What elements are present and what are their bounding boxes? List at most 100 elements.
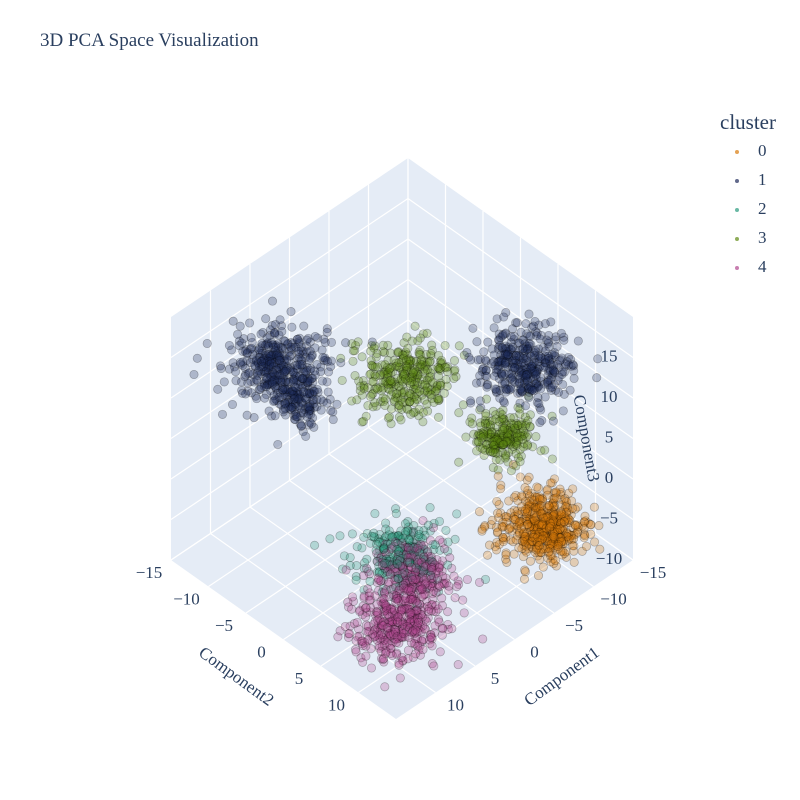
data-point-cluster-3 — [400, 374, 411, 384]
data-point-cluster-1 — [302, 412, 312, 422]
data-point-cluster-4 — [437, 601, 447, 611]
data-point-cluster-1 — [280, 403, 290, 414]
data-point-cluster-4 — [385, 569, 396, 579]
data-point-cluster-3 — [513, 420, 523, 431]
data-point-cluster-3 — [485, 429, 495, 439]
data-point-cluster-1 — [252, 394, 262, 404]
data-point-cluster-4 — [373, 573, 383, 583]
data-point-cluster-3 — [398, 376, 408, 387]
data-point-cluster-3 — [503, 425, 513, 435]
data-point-cluster-4 — [458, 595, 468, 605]
data-point-cluster-1 — [299, 387, 309, 397]
data-point-cluster-4 — [361, 651, 371, 661]
legend-item-cluster-0[interactable]: 0 — [720, 141, 800, 170]
data-point-cluster-3 — [492, 434, 502, 444]
data-point-cluster-4 — [427, 641, 437, 651]
data-point-cluster-3 — [486, 443, 496, 453]
data-point-cluster-4 — [418, 645, 428, 655]
data-point-cluster-3 — [509, 434, 519, 444]
data-point-cluster-3 — [485, 420, 496, 430]
data-point-cluster-3 — [412, 388, 422, 399]
data-point-cluster-3 — [383, 340, 393, 350]
legend-item-cluster-3[interactable]: 3 — [720, 228, 800, 257]
data-point-cluster-3 — [407, 336, 417, 346]
data-point-cluster-3 — [397, 365, 407, 375]
data-point-cluster-1 — [267, 296, 278, 306]
data-point-cluster-3 — [492, 432, 502, 442]
data-point-cluster-3 — [415, 350, 425, 360]
legend-item-cluster-2[interactable]: 2 — [720, 199, 800, 228]
data-point-cluster-3 — [406, 409, 416, 419]
data-point-cluster-3 — [512, 432, 522, 442]
data-point-cluster-3 — [490, 443, 500, 453]
data-point-cluster-1 — [516, 327, 526, 337]
data-point-cluster-3 — [525, 410, 535, 420]
data-point-cluster-3 — [483, 432, 493, 442]
data-point-cluster-3 — [414, 386, 424, 397]
data-point-cluster-3 — [490, 444, 500, 454]
data-point-cluster-3 — [368, 362, 378, 372]
data-point-cluster-3 — [439, 388, 449, 398]
data-point-cluster-3 — [458, 400, 468, 410]
data-point-cluster-1 — [546, 317, 556, 327]
data-point-cluster-3 — [498, 431, 508, 441]
data-point-cluster-3 — [482, 423, 492, 433]
legend-item-cluster-4[interactable]: 4 — [720, 257, 800, 286]
data-point-cluster-0 — [586, 529, 596, 539]
legend-item-cluster-1[interactable]: 1 — [720, 170, 800, 199]
data-point-cluster-3 — [394, 381, 404, 391]
data-point-cluster-1 — [498, 331, 508, 341]
data-point-cluster-3 — [413, 336, 423, 346]
data-point-cluster-4 — [450, 593, 460, 603]
data-point-cluster-1 — [332, 399, 342, 409]
data-point-cluster-3 — [416, 355, 427, 365]
data-point-cluster-3 — [405, 397, 415, 407]
data-point-cluster-0 — [493, 508, 503, 518]
data-point-cluster-3 — [504, 434, 514, 444]
data-point-cluster-3 — [482, 432, 492, 442]
data-point-cluster-3 — [451, 372, 461, 382]
tick-label-component2: −15 — [136, 563, 163, 582]
grid-line-z-wall1 — [170, 319, 409, 480]
data-point-cluster-3 — [400, 397, 410, 407]
legend-title: cluster — [720, 110, 776, 134]
data-point-cluster-4 — [403, 543, 413, 553]
data-point-cluster-1 — [276, 321, 287, 331]
data-point-cluster-3 — [506, 418, 516, 428]
data-point-cluster-3 — [504, 429, 514, 439]
data-point-cluster-1 — [317, 345, 327, 355]
data-point-cluster-3 — [499, 414, 509, 424]
data-point-cluster-1 — [227, 399, 238, 410]
data-point-cluster-3 — [540, 445, 550, 455]
data-point-cluster-1 — [543, 338, 553, 349]
data-point-cluster-3 — [409, 392, 419, 402]
data-point-cluster-3 — [480, 415, 490, 425]
data-point-cluster-3 — [498, 405, 508, 415]
data-point-cluster-3 — [369, 343, 379, 353]
tick-label-component3: −10 — [596, 549, 623, 568]
data-point-cluster-4 — [380, 682, 390, 692]
data-point-cluster-3 — [497, 410, 507, 420]
data-point-cluster-1 — [367, 337, 377, 347]
data-point-cluster-3 — [490, 442, 500, 452]
data-point-cluster-3 — [407, 370, 417, 380]
data-point-cluster-3 — [395, 362, 405, 372]
data-point-cluster-3 — [434, 364, 444, 374]
data-point-cluster-1 — [295, 359, 305, 369]
data-point-cluster-4 — [462, 574, 472, 585]
data-point-cluster-3 — [488, 447, 498, 457]
data-point-cluster-2 — [310, 540, 320, 550]
data-point-cluster-3 — [478, 429, 488, 439]
data-point-cluster-3 — [477, 428, 487, 438]
data-point-cluster-4 — [368, 629, 378, 639]
data-point-cluster-3 — [390, 395, 400, 405]
data-point-cluster-3 — [498, 425, 508, 436]
data-point-cluster-0 — [504, 524, 514, 534]
data-point-cluster-1 — [267, 379, 277, 389]
data-point-cluster-3 — [481, 394, 492, 404]
data-point-cluster-3 — [359, 382, 369, 392]
data-point-cluster-3 — [408, 356, 418, 366]
data-point-cluster-3 — [436, 380, 446, 390]
data-point-cluster-3 — [391, 358, 401, 368]
